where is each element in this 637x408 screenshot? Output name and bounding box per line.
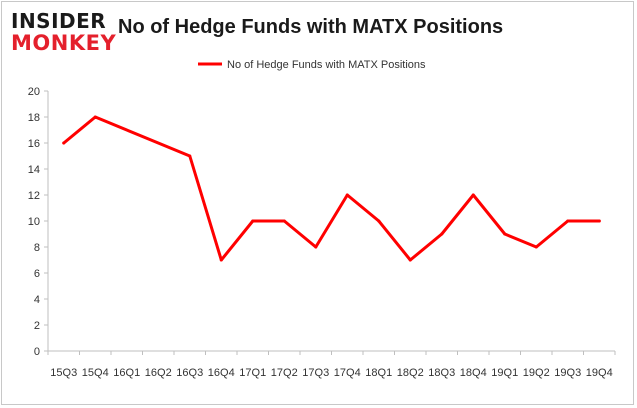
data-point <box>251 219 255 223</box>
x-tick-label: 18Q3 <box>428 367 455 379</box>
data-point <box>314 245 318 249</box>
data-point <box>534 245 538 249</box>
x-tick-label: 19Q4 <box>586 367 613 379</box>
y-tick-label: 6 <box>34 268 40 280</box>
y-tick-label: 14 <box>28 164 40 176</box>
x-tick-label: 18Q4 <box>460 367 487 379</box>
series-line <box>62 115 601 262</box>
x-tick-label: 19Q3 <box>554 367 581 379</box>
y-tick-label: 18 <box>28 112 40 124</box>
x-tick-label: 17Q3 <box>302 367 329 379</box>
x-tick-label: 18Q2 <box>397 367 424 379</box>
x-tick-label: 16Q1 <box>113 367 140 379</box>
data-point <box>503 232 507 236</box>
data-point <box>597 219 601 223</box>
chart-title: No of Hedge Funds with MATX Positions <box>118 16 504 38</box>
x-tick-label: 17Q2 <box>271 367 298 379</box>
x-tick-label: 16Q4 <box>208 367 235 379</box>
y-tick-label: 2 <box>34 320 40 332</box>
legend: No of Hedge Funds with MATX Positions <box>198 59 426 71</box>
x-tick-label: 17Q1 <box>239 367 266 379</box>
y-tick-label: 0 <box>34 346 40 358</box>
axes: 0 2 4 6 8 10 12 14 16 18 20 15Q3 15Q4 16Q1 16Q2 16Q3 16Q… <box>28 86 616 379</box>
data-point <box>282 219 286 223</box>
y-tick-label: 12 <box>28 190 40 202</box>
x-tick-label: 19Q2 <box>523 367 550 379</box>
data-point <box>440 232 444 236</box>
data-point <box>188 154 192 158</box>
data-point <box>219 258 223 262</box>
y-tick-label: 16 <box>28 138 40 150</box>
logo-line-1: INSIDER <box>11 9 107 33</box>
y-tick-label: 10 <box>28 216 40 228</box>
data-point <box>93 115 97 119</box>
x-tick-label: 15Q4 <box>82 367 109 379</box>
data-point <box>62 141 66 145</box>
x-tick-label: 17Q4 <box>334 367 361 379</box>
x-tick-label: 16Q3 <box>176 367 203 379</box>
plot-area <box>62 115 601 262</box>
x-tick-label: 19Q1 <box>491 367 518 379</box>
insider-monkey-logo: INSIDER MONKEY <box>11 9 116 56</box>
y-tick-label: 4 <box>34 294 40 306</box>
logo-line-2: MONKEY <box>11 31 117 55</box>
data-point <box>566 219 570 223</box>
data-point <box>471 193 475 197</box>
data-point <box>345 193 349 197</box>
y-tick-label: 8 <box>34 242 40 254</box>
data-point <box>408 258 412 262</box>
x-tick-label: 15Q3 <box>50 367 77 379</box>
legend-label: No of Hedge Funds with MATX Positions <box>227 59 426 71</box>
x-tick-label: 16Q2 <box>145 367 172 379</box>
x-tick-label: 18Q1 <box>365 367 392 379</box>
data-point <box>377 219 381 223</box>
y-tick-label: 20 <box>28 86 40 98</box>
